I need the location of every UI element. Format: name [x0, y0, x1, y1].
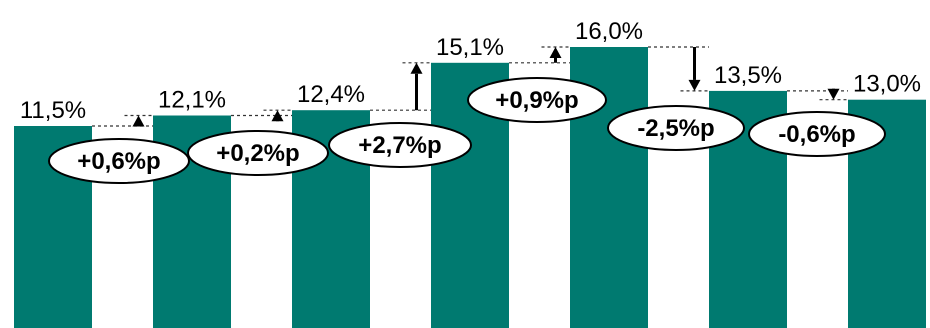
bars-group — [14, 47, 926, 328]
bar-value-label: 12,4% — [297, 81, 365, 108]
change-bubble — [467, 77, 607, 123]
arrow-up-icon — [549, 47, 562, 58]
change-label: -0,6%p — [778, 121, 855, 148]
change-bubble — [748, 111, 886, 157]
arrow-up-icon — [410, 62, 423, 74]
bar-value-label: 13,0% — [853, 71, 921, 98]
arrow-up-icon — [271, 110, 284, 122]
bar-value-label: 16,0% — [575, 18, 643, 45]
change-bubbles-group: +0,6%p +0,2%p +2,7%p +0,9%p -2,5%p -0,6%p — [48, 77, 886, 184]
bar-value-label: 13,5% — [714, 62, 782, 89]
change-bubble — [607, 105, 745, 151]
change-label: +0,9%p — [495, 87, 578, 114]
connectors-group — [92, 46, 848, 127]
arrow-down-icon — [688, 79, 701, 91]
arrow-up-icon — [132, 115, 145, 127]
change-label: +0,6%p — [77, 148, 160, 175]
change-bubble — [187, 130, 329, 176]
bar-value-label: 11,5% — [20, 97, 86, 124]
change-bubble — [328, 122, 472, 168]
change-label: +2,7%p — [358, 132, 441, 159]
bar-value-label: 15,1% — [436, 34, 504, 61]
value-labels-group: 11,5% 12,1% 12,4% 15,1% 16,0% 13,5% 13,0% — [20, 18, 921, 124]
change-bubble — [48, 138, 190, 184]
change-label: -2,5%p — [637, 115, 714, 142]
arrow-down-icon — [827, 88, 840, 100]
bar-value-label: 12,1% — [158, 87, 226, 114]
change-label: +0,2%p — [216, 140, 299, 167]
